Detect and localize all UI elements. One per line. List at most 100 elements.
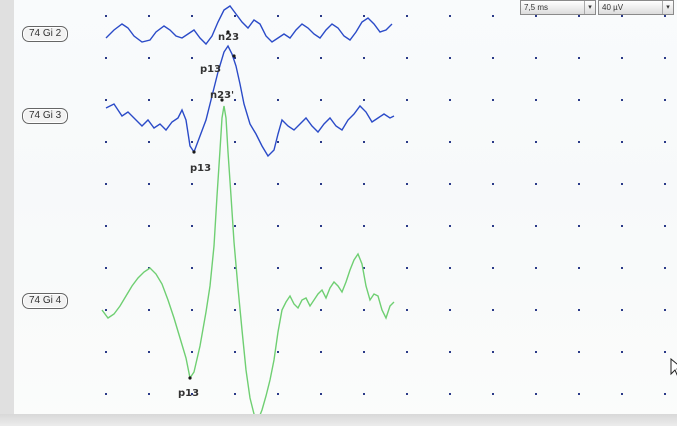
sensitivity-select[interactable]: 40 µV ▾ xyxy=(598,0,674,15)
grid-dot xyxy=(449,393,451,395)
waveform-plot: n23 p13 n23' p13 p13 xyxy=(101,5,666,422)
grid-dot xyxy=(105,225,107,227)
grid-dot xyxy=(621,351,623,353)
grid-dot xyxy=(406,351,408,353)
grid-dot xyxy=(578,267,580,269)
peak-label-ch2-p13: p13 xyxy=(200,64,221,75)
grid-dot xyxy=(578,57,580,59)
grid-dot xyxy=(277,57,279,59)
grid-dot xyxy=(535,393,537,395)
grid-dot xyxy=(363,309,365,311)
grid-dot xyxy=(492,57,494,59)
peak-marker-ch3-p13 xyxy=(192,150,196,154)
grid-dot xyxy=(621,99,623,101)
grid-dot xyxy=(277,225,279,227)
grid-dot xyxy=(234,183,236,185)
grid-dot xyxy=(449,183,451,185)
grid-dot xyxy=(277,267,279,269)
grid-dot xyxy=(148,57,150,59)
channel-label-ch2[interactable]: 74 Gi 2 xyxy=(22,26,69,42)
chevron-down-icon: ▾ xyxy=(662,1,673,14)
grid-dot xyxy=(492,15,494,17)
grid-dot xyxy=(148,351,150,353)
grid-dot xyxy=(191,351,193,353)
peak-marker-ch2-n23 xyxy=(226,30,230,34)
grid-dot xyxy=(578,225,580,227)
grid-dot xyxy=(148,393,150,395)
grid-dot xyxy=(320,99,322,101)
grid-dot xyxy=(363,267,365,269)
grid-dot xyxy=(320,309,322,311)
grid-dot xyxy=(578,309,580,311)
grid-dot xyxy=(105,351,107,353)
grid-dot xyxy=(406,393,408,395)
grid-dot xyxy=(277,309,279,311)
grid-dot xyxy=(234,225,236,227)
grid-dot xyxy=(320,351,322,353)
grid-dot xyxy=(148,99,150,101)
grid-dot xyxy=(320,393,322,395)
grid-dot xyxy=(234,351,236,353)
grid-dot xyxy=(148,225,150,227)
grid-dot xyxy=(535,183,537,185)
grid-dot xyxy=(191,225,193,227)
grid-dot xyxy=(492,393,494,395)
peak-markers xyxy=(188,30,236,380)
grid-dot xyxy=(363,225,365,227)
grid-dot xyxy=(105,183,107,185)
grid-dot xyxy=(363,57,365,59)
grid-dot xyxy=(191,141,193,143)
grid-dot xyxy=(363,99,365,101)
grid-dot xyxy=(492,351,494,353)
grid-dot xyxy=(406,183,408,185)
grid-dot xyxy=(277,99,279,101)
grid-dot xyxy=(449,351,451,353)
grid-dot xyxy=(191,99,193,101)
grid-dot xyxy=(363,393,365,395)
grid-dot xyxy=(449,225,451,227)
mouse-pointer-icon xyxy=(670,358,677,376)
grid-dot xyxy=(277,183,279,185)
screen-bezel xyxy=(0,414,677,426)
channel-label-ch4[interactable]: 74 Gi 4 xyxy=(22,293,69,309)
grid-dot xyxy=(449,141,451,143)
grid-dot xyxy=(664,57,666,59)
grid-dot xyxy=(492,99,494,101)
grid-dot xyxy=(148,183,150,185)
grid-dot xyxy=(621,225,623,227)
grid-dot xyxy=(234,393,236,395)
grid-dot xyxy=(449,309,451,311)
grid-dot xyxy=(492,225,494,227)
grid-dot xyxy=(578,15,580,17)
grid-dot xyxy=(234,57,236,59)
grid-dot xyxy=(406,225,408,227)
grid-dot xyxy=(449,99,451,101)
grid-dot xyxy=(148,141,150,143)
chevron-down-icon: ▾ xyxy=(584,1,595,14)
grid-dot xyxy=(234,141,236,143)
grid-dot xyxy=(320,225,322,227)
grid-dot xyxy=(449,15,451,17)
grid-dot xyxy=(664,141,666,143)
grid-dot xyxy=(148,15,150,17)
sensitivity-value: 40 µV xyxy=(602,3,624,12)
grid-dot xyxy=(621,57,623,59)
grid-dot xyxy=(234,99,236,101)
grid-dot xyxy=(621,141,623,143)
grid-dot xyxy=(535,99,537,101)
grid-dot xyxy=(578,183,580,185)
peak-marker-ch3-n23 xyxy=(220,98,224,102)
grid-dot xyxy=(492,267,494,269)
grid-dot xyxy=(320,267,322,269)
grid-dot xyxy=(105,309,107,311)
grid-dot xyxy=(664,393,666,395)
sweep-value: 7,5 ms xyxy=(524,3,549,12)
trace-ch3 xyxy=(105,44,395,158)
grid-dot xyxy=(664,183,666,185)
grid-dot xyxy=(320,15,322,17)
sweep-select[interactable]: 7,5 ms ▾ xyxy=(520,0,596,15)
grid-dot xyxy=(105,99,107,101)
grid-dot xyxy=(578,351,580,353)
channel-label-ch3[interactable]: 74 Gi 3 xyxy=(22,108,69,124)
grid-dot xyxy=(406,141,408,143)
